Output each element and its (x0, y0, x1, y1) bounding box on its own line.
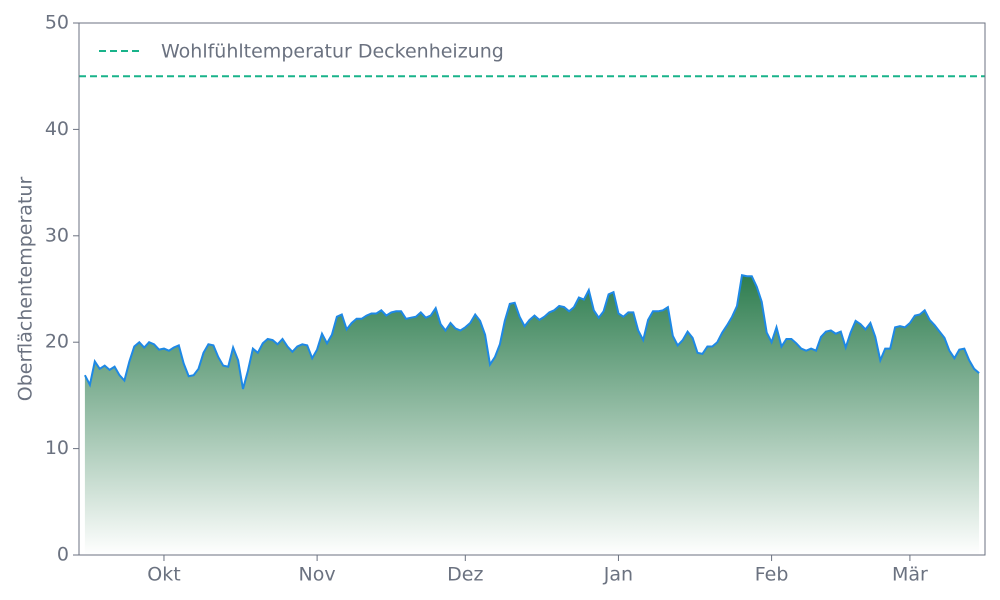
y-tick-label: 30 (45, 224, 69, 246)
plot-frame (78, 22, 986, 556)
y-tick-label: 20 (45, 331, 69, 353)
legend-label: Wohlfühltemperatur Deckenheizung (161, 41, 504, 63)
x-tick-label: Nov (299, 564, 336, 586)
y-tick-label: 50 (45, 12, 69, 34)
area-fill (84, 275, 980, 555)
y-tick-label: 0 (57, 544, 69, 566)
x-tick-label: Mär (892, 564, 928, 586)
x-tick-label: Feb (755, 564, 789, 586)
y-tick-label: 40 (45, 118, 69, 140)
y-axis-label: Oberflächentemperatur (15, 177, 37, 402)
x-tick-label: Dez (447, 564, 483, 586)
x-tick-label: Okt (147, 564, 180, 586)
line (84, 274, 980, 390)
x-tick-label: Jan (603, 564, 633, 586)
y-tick-label: 10 (45, 437, 69, 459)
